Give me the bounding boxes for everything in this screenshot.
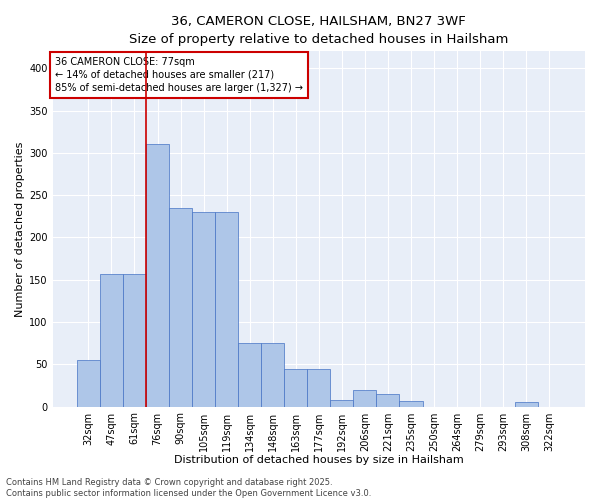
Bar: [100, 274, 123, 406]
Bar: [376, 394, 400, 406]
Bar: [169, 208, 192, 406]
Bar: [400, 400, 422, 406]
Bar: [192, 212, 215, 406]
Bar: [77, 360, 100, 406]
Bar: [331, 400, 353, 406]
Text: 36 CAMERON CLOSE: 77sqm
← 14% of detached houses are smaller (217)
85% of semi-d: 36 CAMERON CLOSE: 77sqm ← 14% of detache…: [55, 56, 304, 93]
Bar: [353, 390, 376, 406]
Bar: [307, 368, 331, 406]
Bar: [238, 343, 261, 406]
Bar: [146, 144, 169, 406]
Bar: [515, 402, 538, 406]
Bar: [123, 274, 146, 406]
Y-axis label: Number of detached properties: Number of detached properties: [15, 142, 25, 316]
Bar: [284, 368, 307, 406]
Bar: [215, 212, 238, 406]
X-axis label: Distribution of detached houses by size in Hailsham: Distribution of detached houses by size …: [174, 455, 464, 465]
Title: 36, CAMERON CLOSE, HAILSHAM, BN27 3WF
Size of property relative to detached hous: 36, CAMERON CLOSE, HAILSHAM, BN27 3WF Si…: [129, 15, 509, 46]
Bar: [261, 343, 284, 406]
Text: Contains HM Land Registry data © Crown copyright and database right 2025.
Contai: Contains HM Land Registry data © Crown c…: [6, 478, 371, 498]
